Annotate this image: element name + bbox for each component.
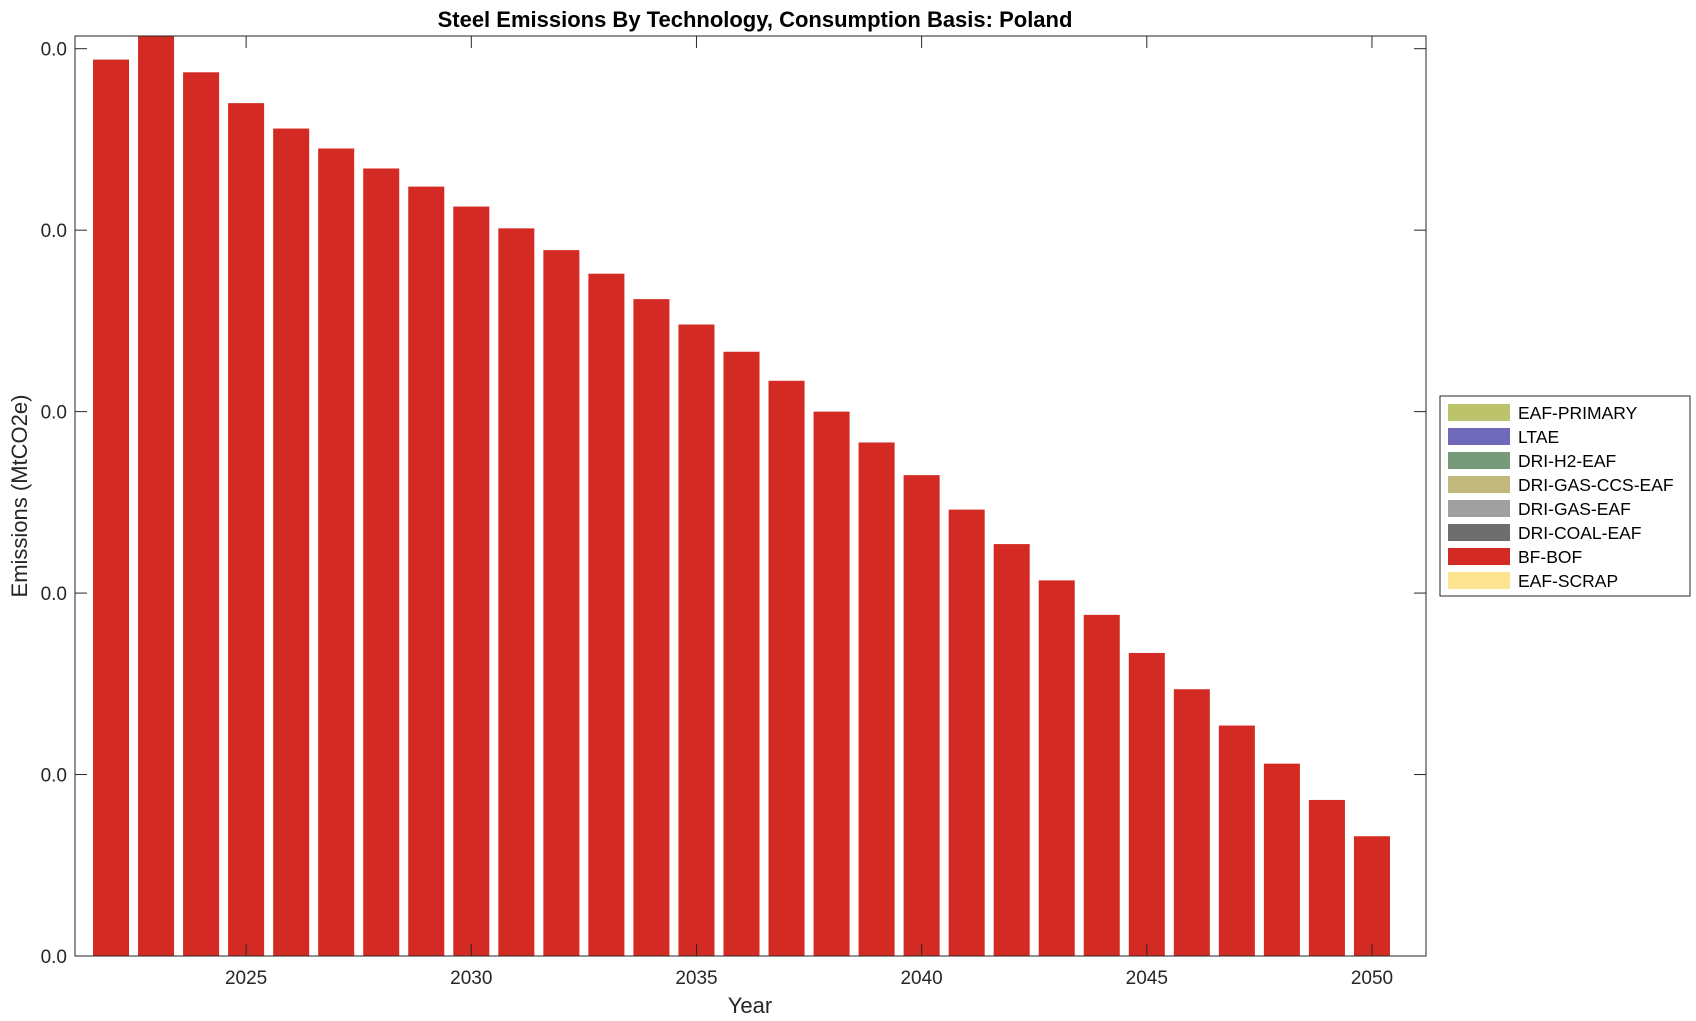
legend-label-dri-gas-ccs-eaf: DRI-GAS-CCS-EAF <box>1518 475 1674 495</box>
bar-bf-bof-2043 <box>1038 580 1075 956</box>
bar-bf-bof-2033 <box>588 273 625 957</box>
legend-label-eaf-scrap: EAF-SCRAP <box>1518 571 1618 591</box>
plot-frame <box>74 35 1427 957</box>
legend-swatch-ltae <box>1448 428 1510 445</box>
bar-bf-bof-2029 <box>408 186 445 957</box>
y-tick-label: 0.0 <box>41 766 67 787</box>
y-tick-label: 0.0 <box>41 40 67 61</box>
x-tick-label: 2050 <box>1351 968 1393 989</box>
bar-bf-bof-2039 <box>858 442 895 957</box>
bar-bf-bof-2040 <box>903 475 940 956</box>
x-tick-label: 2035 <box>675 968 717 989</box>
legend-swatch-dri-h2-eaf <box>1448 452 1510 469</box>
legend-swatch-bf-bof <box>1448 548 1510 565</box>
bar-bf-bof-2032 <box>543 250 580 956</box>
legend-label-ltae: LTAE <box>1518 427 1559 447</box>
bar-bf-bof-2026 <box>273 128 310 957</box>
legend-label-dri-h2-eaf: DRI-H2-EAF <box>1518 451 1616 471</box>
y-tick-label: 0.0 <box>41 221 67 242</box>
legend-label-dri-gas-eaf: DRI-GAS-EAF <box>1518 499 1631 519</box>
legend-swatch-dri-coal-eaf <box>1448 524 1510 541</box>
chart-title: Steel Emissions By Technology, Consumpti… <box>438 7 1073 32</box>
bar-bf-bof-2041 <box>948 509 985 956</box>
bar-bf-bof-2023 <box>138 36 175 956</box>
legend-label-bf-bof: BF-BOF <box>1518 547 1582 567</box>
legend-label-dri-coal-eaf: DRI-COAL-EAF <box>1518 523 1641 543</box>
x-tick-label: 2040 <box>900 968 942 989</box>
x-tick-label: 2045 <box>1126 968 1168 989</box>
bar-bf-bof-2028 <box>363 168 400 957</box>
bar-bf-bof-2025 <box>228 103 265 956</box>
bar-bf-bof-2038 <box>813 411 850 956</box>
bars-layer <box>93 36 1390 957</box>
legend-swatch-dri-gas-ccs-eaf <box>1448 476 1510 493</box>
bar-bf-bof-2034 <box>633 299 670 956</box>
bar-bf-bof-2037 <box>768 380 805 956</box>
bar-bf-bof-2049 <box>1308 799 1345 956</box>
x-tick-label: 2025 <box>225 968 267 989</box>
bar-bf-bof-2035 <box>678 324 715 956</box>
bar-bf-bof-2044 <box>1083 614 1120 956</box>
bar-bf-bof-2036 <box>723 351 760 956</box>
bar-bf-bof-2045 <box>1128 652 1165 956</box>
bar-bf-bof-2047 <box>1218 725 1255 956</box>
legend-label-eaf-primary: EAF-PRIMARY <box>1518 403 1638 423</box>
legend-swatch-eaf-primary <box>1448 404 1510 421</box>
legend-swatch-dri-gas-eaf <box>1448 500 1510 517</box>
y-tick-label: 0.0 <box>41 403 67 424</box>
bar-bf-bof-2046 <box>1173 689 1210 956</box>
bar-bf-bof-2050 <box>1353 836 1390 956</box>
legend-swatch-eaf-scrap <box>1448 572 1510 589</box>
bar-bf-bof-2030 <box>453 206 490 956</box>
bar-bf-bof-2042 <box>993 544 1030 956</box>
bar-bf-bof-2024 <box>183 72 220 957</box>
x-tick-label: 2030 <box>450 968 492 989</box>
legend: EAF-PRIMARY LTAE DRI-H2-EAF DRI-GAS-CCS-EAF… <box>1439 395 1691 597</box>
y-tick-label: 0.0 <box>41 584 67 605</box>
bar-bf-bof-2048 <box>1263 763 1300 956</box>
bar-bf-bof-2031 <box>498 228 535 957</box>
y-tick-label: 0.0 <box>41 947 67 968</box>
x-axis-label: Year <box>728 993 772 1018</box>
bar-bf-bof-2022 <box>93 59 130 956</box>
y-axis-label: Emissions (MtCO2e) <box>7 395 32 598</box>
x-axis: 2025 2030 2035 2040 2045 2050 <box>225 36 1393 989</box>
y-axis: 0.0 0.0 0.0 0.0 0.0 0.0 <box>41 40 1426 968</box>
bar-bf-bof-2027 <box>318 148 355 956</box>
